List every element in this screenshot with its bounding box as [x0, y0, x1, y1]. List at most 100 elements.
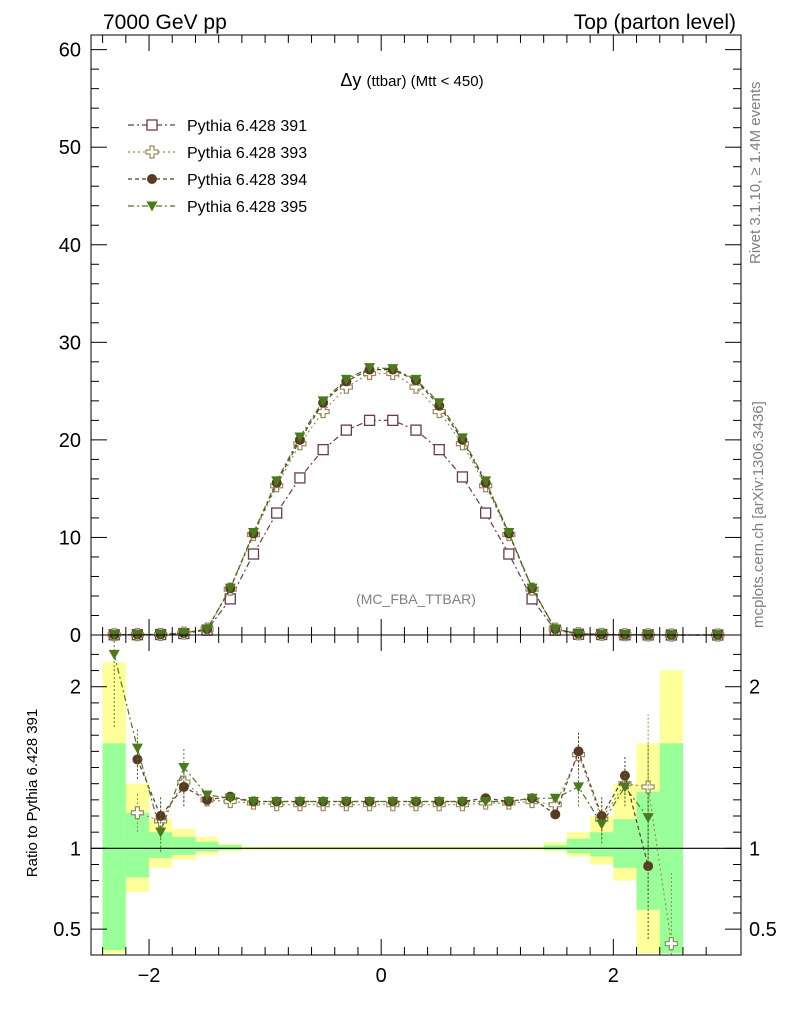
ratio-series-line — [113, 654, 649, 835]
ratio-plot-marks — [108, 635, 678, 955]
green-band — [613, 819, 637, 868]
ratio-y-tick-label-left: 2 — [70, 677, 81, 699]
data-point — [480, 476, 492, 487]
data-point — [409, 380, 423, 394]
data-point — [364, 363, 376, 374]
ratio-data-point — [387, 796, 399, 807]
data-point — [178, 628, 190, 639]
data-point — [433, 443, 445, 456]
ratio-data-point — [364, 796, 376, 807]
green-band — [195, 841, 219, 852]
header-right: Top (parton level) — [574, 11, 736, 34]
ratio-data-point — [573, 782, 584, 793]
ratio-data-point — [201, 790, 213, 801]
mcplots-label: mcplots.cern.ch [arXiv:1306.3436] — [750, 401, 767, 628]
ratio-axes-frame — [90, 634, 742, 956]
data-point — [201, 624, 213, 635]
data-point — [433, 398, 445, 409]
legend-label: Pythia 6.428 395 — [187, 199, 307, 216]
data-point — [340, 374, 352, 385]
ratio-data-point — [549, 793, 561, 804]
data-point — [387, 364, 399, 375]
series-line — [114, 367, 718, 636]
ratio-data-point — [480, 796, 492, 807]
data-point — [271, 507, 283, 519]
green-band — [149, 832, 173, 859]
green-band — [172, 837, 196, 855]
x-tick-label: 2 — [608, 965, 619, 987]
ratio-data-point — [596, 819, 608, 830]
data-point — [479, 507, 492, 519]
main-title-symbol: Δy — [340, 70, 361, 90]
ratio-y-tick-label-right: 1 — [749, 838, 760, 860]
ratio-data-point — [131, 743, 143, 754]
main-plot-marks — [107, 363, 725, 642]
data-point — [549, 624, 561, 635]
data-point — [224, 583, 236, 594]
y-tick-label: 10 — [59, 527, 81, 549]
ratio-data-point — [526, 793, 538, 804]
header-left: 7000 GeV pp — [103, 11, 227, 34]
legend: Pythia 6.428 391 Pythia 6.428 393 Pythia 6… — [128, 118, 307, 216]
green-band — [125, 812, 150, 878]
ratio-data-point — [433, 796, 445, 807]
data-point — [294, 472, 306, 484]
data-point — [526, 583, 538, 594]
green-band — [102, 743, 126, 951]
ratio-data-point — [271, 796, 283, 807]
legend-label: Pythia 6.428 391 — [187, 118, 307, 135]
ratio-data-point — [248, 796, 259, 807]
ratio-data-point — [619, 782, 631, 793]
green-band — [218, 845, 242, 850]
x-tick-label: 0 — [376, 965, 387, 987]
data-point — [410, 374, 422, 385]
ratio-data-point — [619, 770, 630, 781]
data-point — [317, 443, 329, 456]
ratio-data-point — [294, 796, 306, 807]
ratio-data-point — [317, 796, 329, 807]
legend-label: Pythia 6.428 393 — [187, 145, 307, 162]
data-point — [340, 424, 353, 436]
ratio-data-point — [664, 937, 678, 951]
y-tick-label: 20 — [59, 430, 81, 452]
main-title-sub: (ttbar) (Mtt < 450) — [366, 73, 483, 90]
y-tick-label: 50 — [59, 137, 81, 159]
ratio-data-point — [503, 796, 515, 807]
data-point — [317, 396, 329, 407]
ratio-axis-ticks: 0.5 0.5 1 1 2 2 −2 0 2 — [53, 635, 777, 987]
data-point — [573, 629, 584, 640]
main-title: Δy (ttbar) (Mtt < 450) — [340, 70, 483, 90]
rivet-label: Rivet 3.1.10, ≥ 1.4M events — [747, 82, 764, 265]
ratio-series-line — [137, 753, 672, 944]
ratio-data-point — [340, 796, 352, 807]
main-panel: 0 10 20 30 40 50 60 Δy (ttbar) (Mtt < 450) (MC… — [59, 34, 742, 647]
ratio-y-tick-label-right: 2 — [749, 677, 760, 699]
ratio-data-point — [642, 813, 654, 824]
ratio-data-point — [550, 809, 561, 820]
ratio-y-tick-label-left: 1 — [70, 838, 81, 860]
data-point — [387, 414, 399, 427]
data-point — [456, 471, 469, 483]
data-point — [271, 476, 283, 487]
data-point — [410, 424, 422, 436]
ratio-ylabel: Ratio to Pythia 6.428 391 — [24, 709, 41, 877]
y-tick-label: 40 — [59, 235, 81, 257]
ratio-data-point — [155, 827, 167, 838]
legend-marker — [147, 174, 157, 184]
legend-marker — [146, 201, 158, 212]
green-band — [590, 832, 614, 857]
ratio-data-point — [596, 811, 607, 822]
ratio-data-point — [456, 796, 468, 807]
data-point — [503, 548, 515, 560]
data-point — [363, 414, 376, 427]
y-tick-label: 0 — [70, 625, 81, 647]
main-axis-ticks: 0 10 20 30 40 50 60 — [59, 35, 741, 647]
ratio-y-tick-label-right: 0.5 — [749, 919, 777, 941]
y-tick-label: 60 — [59, 40, 81, 62]
data-point — [503, 528, 515, 539]
y-tick-label: 30 — [59, 332, 81, 354]
ratio-series-3 — [108, 635, 654, 891]
green-band — [566, 838, 591, 854]
ratio-data-point — [108, 649, 120, 660]
